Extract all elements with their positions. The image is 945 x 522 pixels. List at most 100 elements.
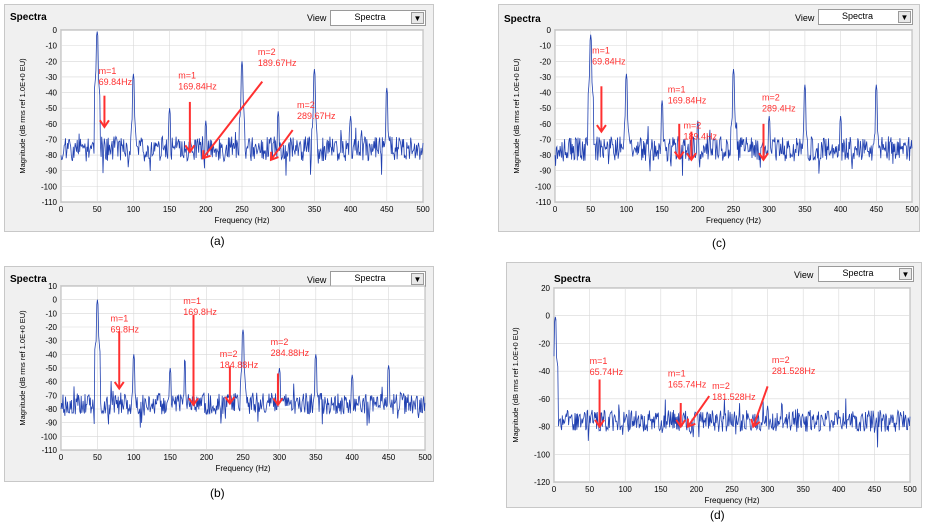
y-tick-label: -10: [45, 309, 57, 318]
x-tick-label: 350: [309, 453, 323, 462]
y-tick-label: -60: [45, 378, 57, 387]
x-tick-label: 200: [691, 205, 705, 214]
y-tick-label: 0: [547, 26, 552, 35]
y-tick-label: -20: [539, 57, 551, 66]
x-tick-label: 500: [416, 205, 430, 214]
y-tick-label: -50: [45, 104, 57, 113]
annotation-arrowhead: [99, 119, 110, 129]
x-tick-label: 200: [690, 485, 704, 494]
caption-a: (a): [210, 234, 225, 248]
y-axis-label: Magnitude (dB rms ref 1.0E+0 EU): [511, 327, 520, 443]
x-tick-label: 0: [553, 205, 558, 214]
x-tick-label: 200: [200, 453, 214, 462]
caption-d: (d): [710, 508, 725, 522]
x-tick-label: 100: [127, 453, 141, 462]
spectrum-chart: 0 50 100 150 200 250 300 350 400 450 500100-10-20-…: [18, 282, 432, 473]
annotation-arrowhead: [675, 419, 687, 429]
y-tick-label: -110: [536, 198, 552, 207]
x-tick-label: 500: [418, 453, 432, 462]
panel-b: Spectra View Spectra ▼ 0 50 100 150 200 250 30…: [4, 266, 434, 482]
y-tick-label: -70: [45, 391, 57, 400]
x-tick-label: 300: [272, 205, 286, 214]
y-tick-label: -20: [45, 323, 57, 332]
panel-title: Spectra: [10, 274, 47, 285]
chevron-down-icon[interactable]: ▼: [898, 11, 911, 23]
y-tick-label: -50: [45, 364, 57, 373]
caption-b: (b): [210, 486, 225, 500]
annotation-arrowhead: [758, 152, 769, 162]
y-tick-label: 20: [541, 284, 550, 293]
annotation-frequency: 281.528Hz: [772, 366, 816, 376]
y-tick-label: 0: [546, 312, 551, 321]
annotation-frequency: 289.4Hz: [762, 103, 796, 113]
y-tick-label: -70: [539, 135, 551, 144]
y-tick-label: -10: [539, 42, 551, 51]
panel-title: Spectra: [554, 274, 591, 285]
y-axis-label: Magnitude (dB rms ref 1.0E+0 EU): [18, 58, 27, 174]
annotation-arrowhead: [113, 381, 125, 391]
panel-title: Spectra: [504, 14, 541, 25]
annotation-arrowhead: [686, 152, 697, 162]
panel-c: Spectra View Spectra ▼ 0 50 100 150 200 250 30…: [498, 4, 920, 232]
view-dropdown-value: Spectra: [841, 11, 874, 21]
view-dropdown-value: Spectra: [354, 12, 386, 22]
y-tick-label: -100: [41, 432, 58, 441]
x-tick-label: 0: [552, 485, 557, 494]
y-tick-label: -30: [539, 73, 551, 82]
x-tick-label: 350: [798, 205, 812, 214]
view-dropdown[interactable]: Spectra ▼: [818, 266, 914, 282]
annotation-frequency: 169.84Hz: [668, 96, 707, 106]
x-tick-label: 50: [586, 205, 595, 214]
x-tick-label: 50: [93, 205, 102, 214]
annotation-label: m=1: [590, 356, 608, 366]
annotation-arrowhead: [272, 397, 284, 407]
view-label: View: [795, 13, 815, 23]
annotation-frequency: 284.88Hz: [271, 348, 310, 358]
view-dropdown[interactable]: Spectra ▼: [330, 10, 426, 26]
y-tick-label: -40: [45, 350, 57, 359]
y-tick-label: -70: [45, 135, 57, 144]
annotation-arrowhead: [201, 150, 211, 160]
y-tick-label: -60: [539, 120, 551, 129]
panel-a: Spectra View Spectra ▼ 0 50 100 150 200 250 30…: [4, 4, 434, 232]
y-tick-label: -110: [42, 198, 58, 207]
x-tick-label: 100: [127, 205, 141, 214]
view-dropdown-value: Spectra: [354, 273, 386, 283]
y-tick-label: -100: [535, 182, 552, 191]
chevron-down-icon[interactable]: ▼: [411, 12, 424, 24]
caption-c: (c): [712, 236, 726, 250]
y-tick-label: -40: [539, 89, 551, 98]
annotation-arrowhead: [269, 151, 279, 162]
x-tick-label: 50: [93, 453, 102, 462]
y-axis-label: Magnitude (dB rms ref 1.0E+0 EU): [18, 310, 27, 426]
y-tick-label: -80: [538, 423, 550, 432]
annotation-frequency: 184.88Hz: [220, 360, 259, 370]
spectrum-chart: 0 50 100 150 200 250 300 350 400 450 500 0 -10 -20 -30…: [18, 26, 430, 225]
x-axis-label: Frequency (Hz): [706, 216, 761, 225]
x-tick-label: 400: [346, 453, 360, 462]
x-tick-label: 450: [868, 485, 882, 494]
annotation-label: m=1: [668, 369, 686, 379]
panel-title: Spectra: [10, 12, 47, 23]
y-tick-label: -40: [45, 89, 57, 98]
annotation-frequency: 181.528Hz: [712, 392, 756, 402]
spectrum-chart: 0 50 100 150 200 250 300 350 400 450 500200-20-40-…: [511, 284, 917, 505]
chevron-down-icon[interactable]: ▼: [411, 273, 424, 285]
annotation-frequency: 169.8Hz: [183, 307, 217, 317]
y-tick-label: -80: [45, 405, 57, 414]
annotation-frequency: 69.8Hz: [111, 325, 140, 335]
x-tick-label: 300: [273, 453, 287, 462]
annotation-label: m=1: [99, 66, 117, 76]
x-tick-label: 0: [59, 453, 64, 462]
chevron-down-icon[interactable]: ▼: [899, 268, 912, 280]
annotation-arrow: [752, 386, 769, 427]
x-axis-label: Frequency (Hz): [704, 496, 759, 505]
x-tick-label: 400: [344, 205, 358, 214]
view-dropdown[interactable]: Spectra ▼: [818, 9, 913, 25]
annotation-label: m=2: [712, 381, 730, 391]
annotation-label: m=2: [684, 121, 702, 131]
y-tick-label: -40: [538, 367, 550, 376]
y-tick-label: -20: [45, 57, 57, 66]
annotation-label: m=1: [111, 314, 129, 324]
spectrum-trace: [554, 34, 913, 176]
